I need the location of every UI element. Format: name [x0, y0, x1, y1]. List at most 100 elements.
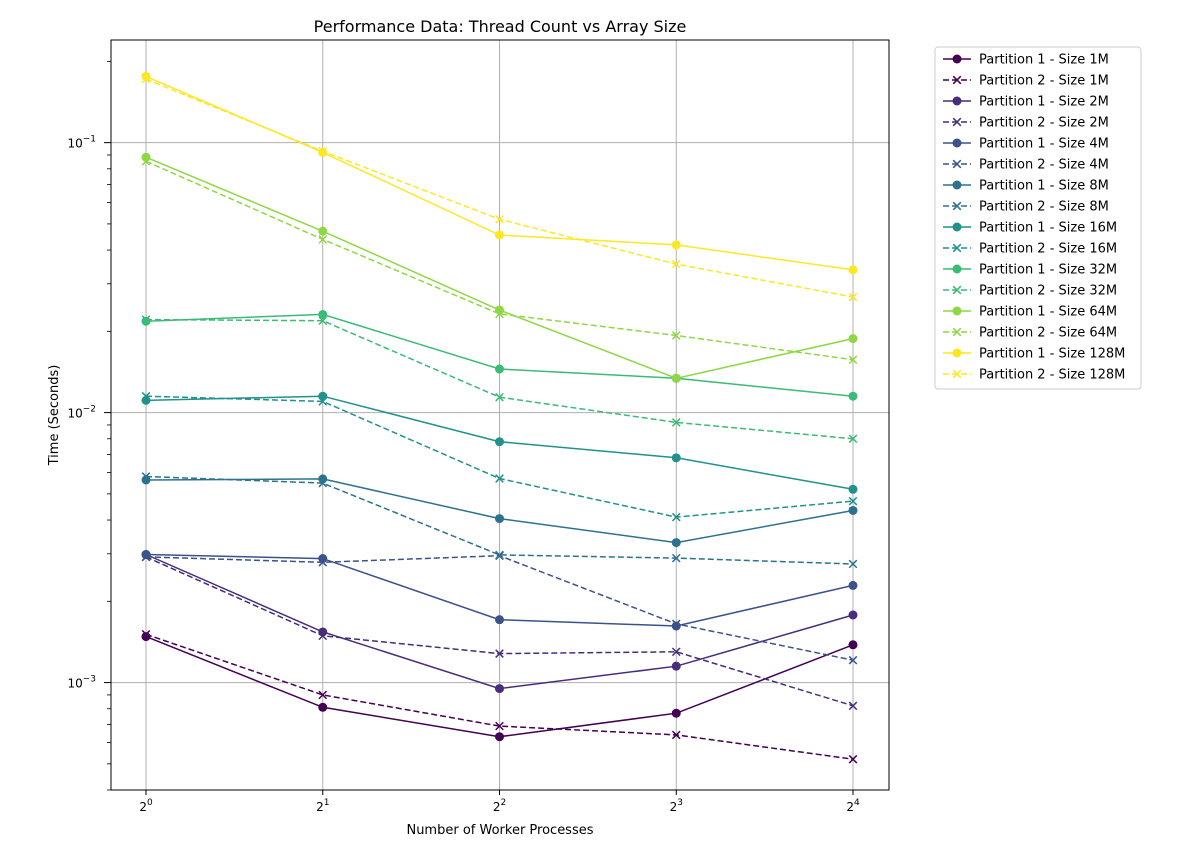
- data-point: [848, 505, 858, 515]
- series-8: [141, 472, 858, 569]
- legend-marker: [952, 54, 962, 64]
- legend-label: Partition 2 - Size 2M: [979, 116, 1109, 131]
- data-point: [318, 146, 328, 156]
- data-point: [318, 397, 328, 406]
- legend-label: Partition 2 - Size 128M: [979, 368, 1125, 383]
- series-13: [141, 152, 858, 383]
- axes-layer: 20 21 22 23 24 10−3 10−2 10−1: [67, 60, 860, 814]
- data-point: [318, 478, 328, 488]
- data-point: [848, 355, 858, 365]
- data-point: [671, 240, 681, 250]
- legend-label: Partition 1 - Size 2M: [979, 95, 1109, 110]
- series-16: [141, 74, 858, 302]
- data-point: [671, 708, 681, 718]
- x-axis-label: Number of Worker Processes: [406, 823, 593, 838]
- series-5: [141, 550, 858, 631]
- legend-frame: [934, 46, 1142, 390]
- data-point: [141, 629, 151, 639]
- data-point: [848, 391, 858, 401]
- legend-marker: [952, 159, 962, 169]
- legend-item: Partition 2 - Size 8M: [943, 200, 1109, 215]
- data-point: [671, 331, 681, 340]
- x-tick-label: 21: [316, 798, 329, 814]
- legend-marker: [952, 96, 962, 106]
- legend-label: Partition 1 - Size 8M: [979, 179, 1109, 194]
- legend-label: Partition 1 - Size 64M: [979, 305, 1117, 320]
- data-point: [848, 610, 858, 620]
- data-point: [671, 418, 681, 427]
- data-point: [495, 474, 504, 483]
- grid-lines: [111, 40, 889, 790]
- series-10: [141, 391, 858, 522]
- legend-item: Partition 1 - Size 1M: [943, 53, 1109, 68]
- legend-marker: [952, 222, 962, 232]
- data-point: [848, 496, 858, 506]
- series-line: [145, 160, 854, 361]
- legend-item: Partition 2 - Size 2M: [943, 116, 1109, 131]
- data-point: [495, 309, 504, 319]
- legend-marker: [952, 75, 962, 85]
- data-point: [318, 631, 328, 641]
- data-point: [318, 690, 328, 700]
- data-point: [495, 615, 504, 625]
- data-point: [318, 702, 328, 712]
- data-point: [671, 619, 681, 629]
- data-point: [495, 392, 504, 402]
- y-tick-label: 10−3: [67, 675, 96, 691]
- data-point: [141, 552, 151, 562]
- data-point: [141, 315, 151, 324]
- legend-marker: [952, 138, 962, 148]
- series-layer: [141, 71, 858, 764]
- series-12: [141, 315, 858, 444]
- legend-marker: [952, 306, 962, 316]
- data-point: [848, 292, 858, 302]
- legend-item: Partition 1 - Size 32M: [943, 263, 1117, 278]
- legend-item: Partition 2 - Size 1M: [943, 74, 1109, 89]
- data-point: [318, 235, 328, 244]
- legend-label: Partition 1 - Size 4M: [979, 137, 1109, 152]
- y-tick-label: 10−2: [67, 405, 96, 421]
- data-point: [495, 437, 504, 447]
- data-point: [848, 559, 858, 569]
- legend-item: Partition 1 - Size 8M: [943, 179, 1109, 194]
- data-point: [495, 684, 504, 694]
- data-point: [848, 754, 858, 764]
- legend-label: Partition 2 - Size 1M: [979, 74, 1109, 89]
- legend-label: Partition 1 - Size 1M: [979, 53, 1109, 68]
- data-point: [318, 316, 328, 326]
- legend-item: Partition 2 - Size 128M: [943, 368, 1125, 383]
- legend-item: Partition 2 - Size 4M: [943, 158, 1109, 173]
- y-tick-label: 10−1: [67, 135, 96, 151]
- data-point: [495, 649, 504, 658]
- legend-marker: [952, 180, 962, 190]
- legend-label: Partition 2 - Size 32M: [979, 284, 1117, 299]
- legend-item: Partition 1 - Size 128M: [943, 347, 1125, 362]
- legend-marker: [952, 285, 962, 295]
- data-point: [848, 655, 858, 665]
- chart-title: Performance Data: Thread Count vs Array …: [314, 17, 687, 36]
- series-2: [141, 629, 858, 764]
- data-point: [495, 550, 504, 560]
- data-point: [671, 259, 681, 269]
- legend-marker: [952, 327, 962, 337]
- data-point: [848, 701, 858, 711]
- legend-label: Partition 1 - Size 128M: [979, 347, 1125, 362]
- legend-label: Partition 2 - Size 16M: [979, 242, 1117, 257]
- legend-label: Partition 2 - Size 8M: [979, 200, 1109, 215]
- legend-marker: [952, 264, 962, 274]
- legend-marker: [952, 117, 962, 127]
- data-point: [671, 538, 681, 548]
- data-point: [318, 309, 328, 319]
- data-point: [318, 226, 328, 236]
- data-point: [671, 512, 681, 522]
- data-point: [671, 647, 681, 657]
- legend-item: Partition 1 - Size 16M: [943, 221, 1117, 236]
- data-point: [671, 373, 681, 383]
- data-point: [671, 730, 681, 740]
- series-line: [145, 475, 854, 565]
- legend-item: Partition 2 - Size 32M: [943, 284, 1117, 299]
- legend-label: Partition 2 - Size 4M: [979, 158, 1109, 173]
- data-point: [318, 147, 328, 157]
- legend-marker: [952, 243, 962, 253]
- data-point: [848, 640, 858, 650]
